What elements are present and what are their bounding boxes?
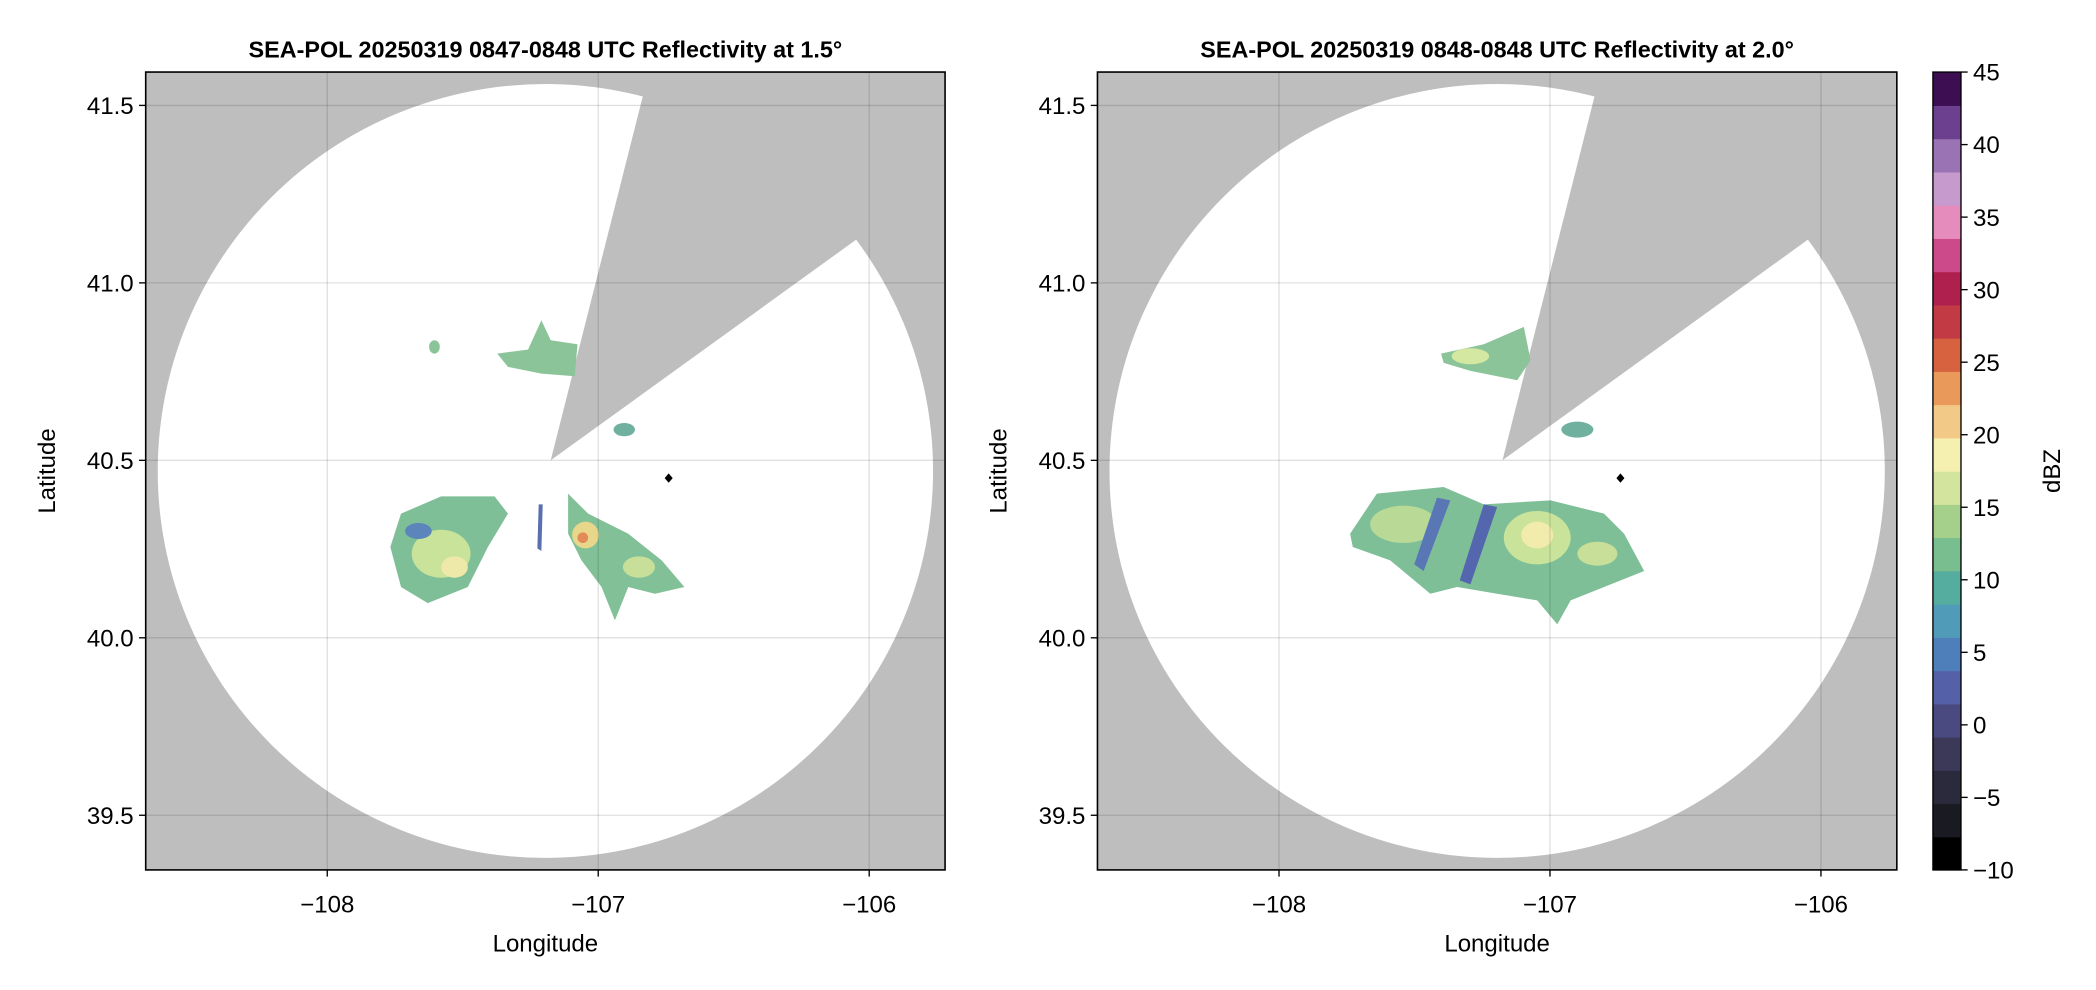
colorbar-segment <box>1932 470 1961 505</box>
blocked-sector <box>1502 72 1897 461</box>
y-tick-label: 41.0 <box>87 271 134 298</box>
colorbar-tick-label: 25 <box>1973 350 2000 377</box>
x-tick-label: −106 <box>1794 892 1848 919</box>
echoes <box>390 320 685 621</box>
y-tick-label: 39.5 <box>1039 803 1086 830</box>
colorbar-tick-label: 45 <box>1973 60 2000 87</box>
blocked-sector <box>550 72 946 461</box>
y-tick-label: 41.5 <box>1039 93 1086 120</box>
colorbar-segment <box>1932 537 1961 572</box>
colorbar-tick-label: 5 <box>1973 640 1986 667</box>
y-tick-label: 40.5 <box>1039 448 1086 475</box>
y-axis-label: Latitude <box>34 428 61 513</box>
colorbar-tick-label: −10 <box>1973 858 2014 885</box>
colorbar-segment <box>1932 205 1961 239</box>
plot-area <box>145 72 946 870</box>
colorbar-segment <box>1932 304 1961 339</box>
colorbar-tick-label: 20 <box>1973 422 2000 449</box>
colorbar-frame <box>1932 71 1962 871</box>
y-axis-label: Latitude <box>986 428 1013 513</box>
colorbar-segment <box>1932 736 1961 771</box>
x-tick-label: −107 <box>571 892 625 919</box>
x-tick-label: −107 <box>1523 892 1577 919</box>
colorbar-segment <box>1932 803 1961 838</box>
colorbar-segment <box>1932 105 1961 140</box>
y-tick-label: 40.5 <box>87 448 134 475</box>
colorbar-segment <box>1932 437 1961 472</box>
colorbar-tick-label: 40 <box>1973 132 2000 159</box>
colorbar-tick-label: −5 <box>1973 785 2000 812</box>
colorbar-segment <box>1932 72 1961 106</box>
colorbar-segment <box>1932 836 1961 871</box>
colorbar-tick-label: 15 <box>1973 495 2000 522</box>
radar-site <box>664 473 673 483</box>
plot-frame <box>144 71 946 871</box>
colorbar-segment <box>1932 271 1961 306</box>
x-tick-label: −106 <box>842 892 896 919</box>
colorbar-label: dBZ <box>2039 449 2066 493</box>
y-tick-label: 41.0 <box>1039 271 1086 298</box>
plot-frame <box>1096 71 1898 871</box>
x-tick-label: −108 <box>1252 892 1306 919</box>
colorbar-segment <box>1932 371 1961 406</box>
colorbar-tick-label: 35 <box>1973 205 2000 232</box>
colorbar-tick-label: 30 <box>1973 277 2000 304</box>
colorbar-segment <box>1932 770 1961 805</box>
colorbar-segment <box>1932 504 1961 539</box>
colorbar-tick-label: 10 <box>1973 567 2000 594</box>
colorbar-segment <box>1932 670 1961 705</box>
chart-title: SEA-POL 20250319 0847-0848 UTC Reflectiv… <box>249 36 843 62</box>
echoes <box>1350 326 1645 625</box>
y-tick-label: 39.5 <box>87 803 134 830</box>
chart-title: SEA-POL 20250319 0848-0848 UTC Reflectiv… <box>1200 36 1794 62</box>
colorbar-segment <box>1932 570 1961 605</box>
colorbar-segment <box>1932 603 1961 638</box>
colorbar-segment <box>1932 703 1961 738</box>
plot-area <box>1097 72 1897 870</box>
x-tick-label: −108 <box>300 892 354 919</box>
y-tick-label: 40.0 <box>87 625 134 652</box>
y-tick-label: 41.5 <box>87 93 134 120</box>
x-axis-label: Longitude <box>493 930 599 957</box>
colorbar-segment <box>1932 171 1961 206</box>
x-axis-label: Longitude <box>1444 930 1550 957</box>
colorbar-segment <box>1932 338 1961 372</box>
radar-site <box>1616 473 1625 483</box>
colorbar-segment <box>1932 138 1961 173</box>
colorbar-segment <box>1932 404 1961 439</box>
colorbar-tick-label: 0 <box>1973 713 1986 740</box>
y-tick-label: 40.0 <box>1039 625 1086 652</box>
colorbar-segment <box>1932 637 1961 672</box>
colorbar-segment <box>1932 238 1961 273</box>
